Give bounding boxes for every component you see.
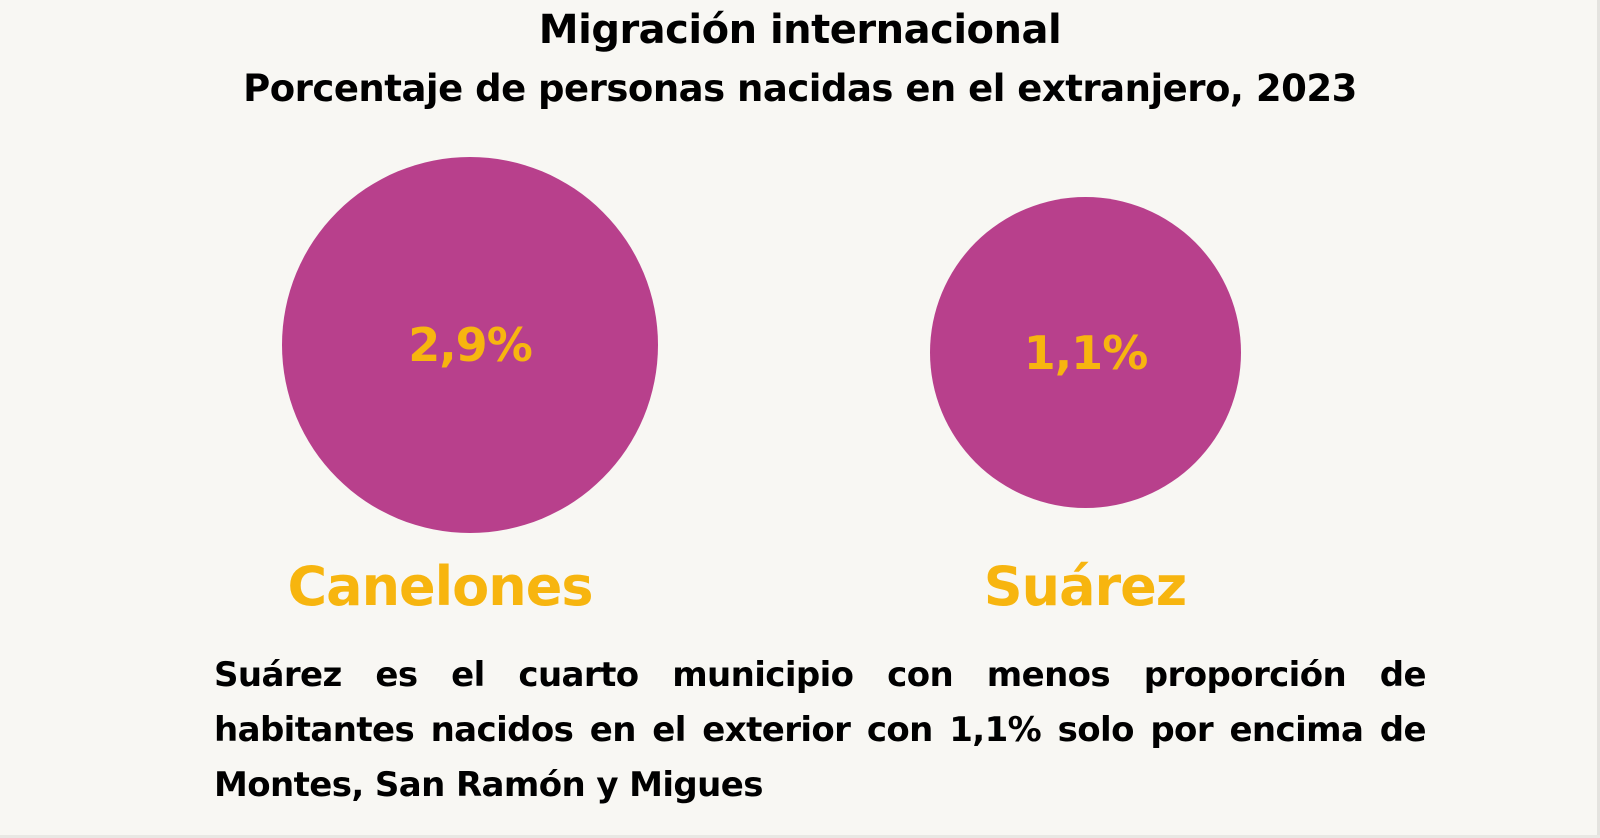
annotation-text: Suárez es el cuarto municipio con menos … [214,655,1427,805]
bubble-canelones: 2,9% [282,157,658,533]
category-label-canelones: Canelones [287,555,594,618]
bottom-edge-divider [0,835,1600,838]
bubble-value-suarez: 1,1% [1023,325,1149,380]
bubble-suarez: 1,1% [930,197,1241,508]
chart-title: Migración internacional [538,7,1062,53]
bubble-value-canelones: 2,9% [408,318,533,372]
category-label-suarez: Suárez [983,555,1187,618]
right-edge-divider [1597,0,1600,838]
chart-subtitle: Porcentaje de personas nacidas en el ext… [243,67,1357,110]
